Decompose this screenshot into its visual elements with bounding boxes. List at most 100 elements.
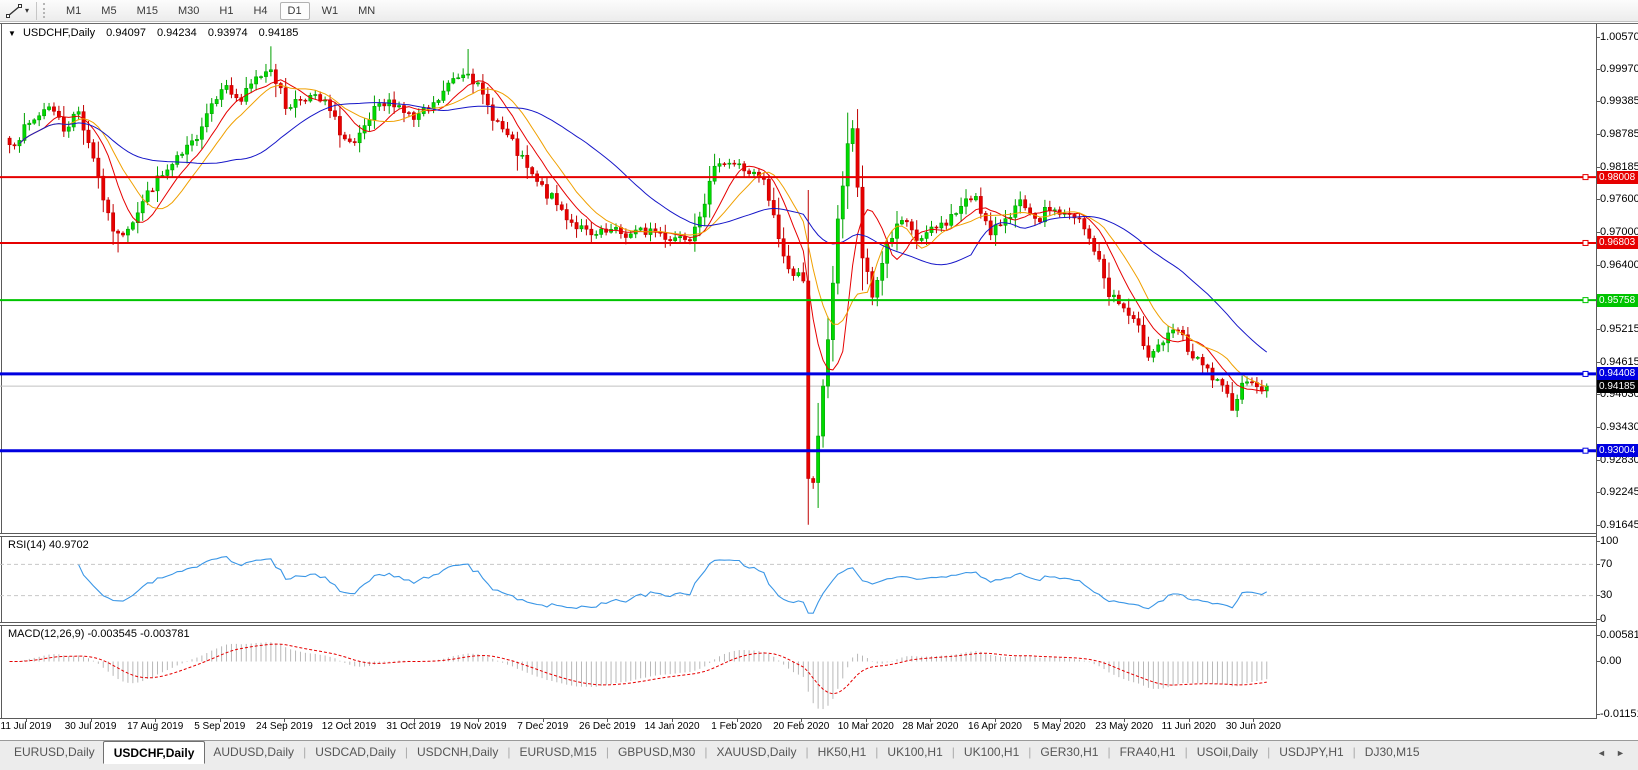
tab-scroll-right-button[interactable]: ► [1616,748,1625,758]
date-axis-label: 17 Aug 2019 [127,721,184,732]
chart-tab-eurusd-daily[interactable]: EURUSD,Daily [14,745,95,759]
tab-separator: | [605,745,609,759]
chart-tab-usdcnh-daily[interactable]: USDCNH,Daily [417,745,499,759]
level-price-badge: 0.94408 [1597,367,1638,381]
symbol-dropdown-icon[interactable]: ▼ [8,29,16,38]
chart-tab-audusd-daily[interactable]: AUDUSD,Daily [213,745,295,759]
price-axis-border [1596,24,1597,718]
date-axis-label: 5 May 2020 [1033,721,1086,732]
rsi-axis-tick-mark [1596,618,1600,620]
date-axis-border [0,718,1597,719]
chart-tab-usoil-daily[interactable]: USOil,Daily [1196,745,1259,759]
date-axis-mark [1059,718,1061,722]
chart-tab-uk100-h1[interactable]: UK100,H1 [963,745,1020,759]
rsi-label: RSI(14) 40.9702 [8,539,89,551]
date-axis-label: 14 Jan 2020 [644,721,700,732]
chart-tab-eurusd-m15[interactable]: EURUSD,M15 [519,745,597,759]
chart-tab-xauusd-daily[interactable]: XAUUSD,Daily [716,745,797,759]
macd-axis-tick-mark [1596,634,1600,636]
date-axis-label: 11 Jun 2020 [1161,721,1216,732]
chart-tab-gbpusd-m30[interactable]: GBPUSD,M30 [617,745,696,759]
chart-tab-bar: EURUSD,Daily USDCHF,Daily AUDUSD,Daily | USD… [0,740,1638,770]
timeframe-button-m1[interactable]: M1 [66,4,82,17]
date-axis-mark [349,718,350,722]
price-axis-tick: 0.91645 [1600,518,1638,531]
ohlc-low: 0.93974 [207,27,248,39]
timeframe-button-h1[interactable]: H1 [219,4,234,17]
current-price-badge: 0.94185 [1597,379,1638,393]
timeframe-button-h4[interactable]: H4 [253,4,268,17]
tab-separator: | [951,745,955,759]
level-end-marker[interactable] [1582,239,1589,246]
date-axis-label: 28 Mar 2020 [902,721,959,732]
pane-splitter[interactable] [0,622,1597,626]
line-style-tool-icon[interactable] [5,3,23,19]
date-axis-mark [1124,718,1126,722]
moving-average-medium[interactable] [19,84,1267,388]
line-style-dropdown-icon[interactable]: ▾ [25,6,30,15]
price-axis-tick-mark [1596,134,1600,136]
chart-tab-uk100-h1[interactable]: UK100,H1 [887,745,943,759]
macd-axis-tick: -0.011514 [1600,707,1638,720]
date-axis-mark [865,718,867,722]
timeframe-button-m5[interactable]: M5 [101,4,117,17]
price-axis-tick: 1.00570 [1600,30,1638,43]
tab-scroll-left-button[interactable]: ◄ [1597,748,1606,758]
price-axis-tick-mark [1596,426,1600,428]
price-axis-tick: 0.97000 [1600,225,1638,238]
rsi-axis-tick-mark [1596,540,1600,542]
timeframe-button-m15[interactable]: M15 [136,4,158,17]
price-axis-tick-mark [1596,198,1600,200]
moving-average-slow[interactable] [19,102,1268,353]
date-axis-label: 10 Mar 2020 [837,721,894,732]
chart-tab-usdcad-daily[interactable]: USDCAD,Daily [315,745,396,759]
chart-tab-ger30-h1[interactable]: GER30,H1 [1040,745,1099,759]
price-axis-tick-mark [1596,36,1600,38]
chart-tab-hk50-h1[interactable]: HK50,H1 [817,745,867,759]
price-axis-tick-mark [1596,231,1600,233]
tab-separator: | [1107,745,1111,759]
timeframe-button-m30[interactable]: M30 [177,4,200,17]
ohlc-close: 0.94185 [258,27,299,39]
date-axis-label: 20 Feb 2020 [773,721,830,732]
date-axis-mark [995,718,996,722]
date-axis-mark [542,718,544,722]
toolbar-grip-handle[interactable] [43,3,48,18]
macd-indicator-pane[interactable] [0,626,1596,718]
macd-axis-tick: 0.005818 [1600,628,1638,641]
date-axis-mark [90,718,92,722]
date-axis-mark [155,718,157,722]
pane-splitter[interactable] [0,533,1597,537]
rsi-axis-tick-mark [1596,563,1600,565]
macd-axis-tick: 0.00 [1600,655,1622,668]
timeframe-button-w1[interactable]: W1 [321,4,339,17]
level-end-marker[interactable] [1582,174,1589,181]
timeframe-button-mn[interactable]: MN [358,4,376,17]
price-axis-tick-mark [1596,264,1600,266]
chart-tab-dj30-m15[interactable]: DJ30,M15 [1364,745,1420,759]
rsi-indicator-pane[interactable] [0,537,1596,622]
tab-separator: | [1184,745,1188,759]
level-end-marker[interactable] [1582,447,1589,454]
toolbar-separator [36,1,38,20]
chart-tab-fra40-h1[interactable]: FRA40,H1 [1119,745,1176,759]
date-axis-label: 19 Nov 2019 [449,721,507,732]
price-axis-tick-mark [1596,491,1600,493]
price-axis-tick-mark [1596,524,1600,526]
main-chart-pane[interactable] [0,24,1596,533]
date-axis-mark [1188,718,1190,722]
timeframe-button-d1[interactable]: D1 [279,1,310,20]
level-end-marker[interactable] [1582,370,1589,377]
level-price-badge: 0.98008 [1597,170,1638,184]
price-axis-tick: 0.95215 [1600,323,1638,336]
date-axis-mark [284,718,286,722]
date-axis-mark [801,718,803,722]
price-axis-tick: 0.94615 [1600,356,1638,369]
chart-tab-usdjpy-h1[interactable]: USDJPY,H1 [1279,745,1344,759]
chart-tab-usdchf-daily[interactable]: USDCHF,Daily [102,741,206,764]
level-end-marker[interactable] [1582,297,1589,304]
date-axis-label: 5 Sep 2019 [194,721,246,732]
price-axis-tick-mark [1596,329,1600,331]
chart-title: ▼ USDCHF,Daily 0.94097 0.94234 0.93974 0… [8,27,306,39]
